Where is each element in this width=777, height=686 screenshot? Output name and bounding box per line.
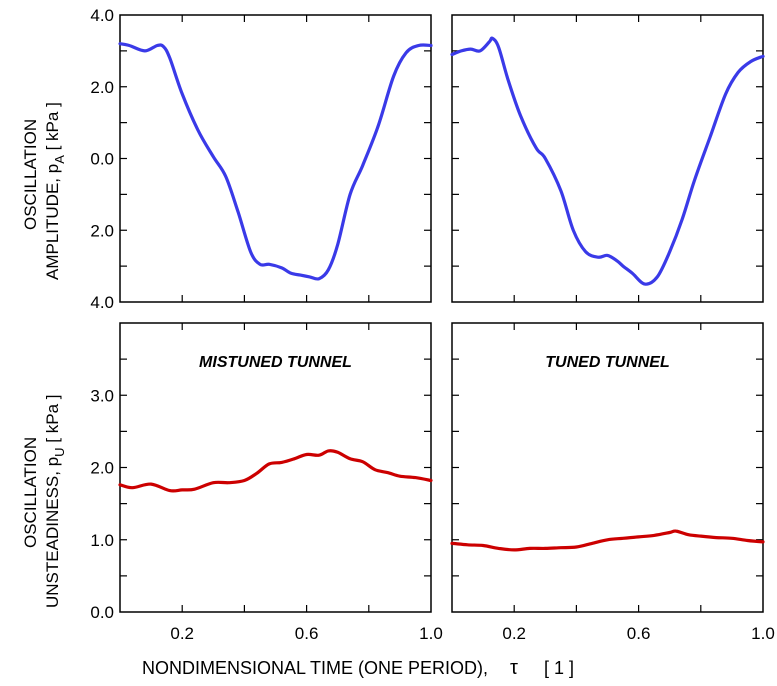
y-tick-label: 4.0 xyxy=(90,6,114,25)
y-tick-label: 2.0 xyxy=(90,78,114,97)
panel-bottom-left: 0.0 1.0 2.0 3.0 0.2 0.6 1.0 MISTUNED TUNNEL xyxy=(90,322,443,643)
x-tick-label: 0.2 xyxy=(502,624,526,643)
x-tick-label: 0.2 xyxy=(170,624,194,643)
panel-title: TUNED TUNNEL xyxy=(545,354,669,371)
y-tick-label: 2.0 xyxy=(90,459,114,478)
x-tick-label: 1.0 xyxy=(419,624,443,643)
series-line xyxy=(118,42,433,281)
y-tick-label: 0.0 xyxy=(90,603,114,622)
x-tick-label: 0.6 xyxy=(627,624,651,643)
series-line xyxy=(450,36,765,286)
y-tick-label: 3.0 xyxy=(90,386,114,405)
panel-title: MISTUNED TUNNEL xyxy=(199,354,352,371)
series-line xyxy=(450,529,765,552)
bottom-ylabel-line2: UNSTEADINESS, pU [ kPa ] xyxy=(43,395,67,608)
panel-bottom-right: 0.2 0.6 1.0 TUNED TUNNEL xyxy=(450,322,775,643)
y-tick-label: 1.0 xyxy=(90,531,114,550)
panel-top-right xyxy=(450,14,765,303)
plot-frame xyxy=(451,14,764,303)
bottom-ylabel-line1: OSCILLATION xyxy=(21,437,40,548)
y-tick-label: 4.0 xyxy=(90,293,114,312)
series-line xyxy=(118,449,433,493)
x-tick-label: 0.6 xyxy=(295,624,319,643)
y-tick-label: 2.0 xyxy=(90,221,114,240)
x-tick-label: 1.0 xyxy=(751,624,775,643)
x-axis-title: NONDIMENSIONAL TIME (ONE PERIOD), τ[ 1 ] xyxy=(142,657,574,679)
top-ylabel: OSCILLATION AMPLITUDE, pA [ kPa ] xyxy=(21,102,67,280)
bottom-ylabel: OSCILLATION UNSTEADINESS, pU [ kPa ] xyxy=(21,395,67,608)
y-tick-label: 0.0 xyxy=(90,150,114,169)
top-ylabel-line1: OSCILLATION xyxy=(21,119,40,230)
top-ylabel-line2: AMPLITUDE, pA [ kPa ] xyxy=(43,102,67,280)
plot-frame xyxy=(119,14,432,303)
panel-top-left: 4.0 2.0 0.0 2.0 4.0 xyxy=(90,6,433,312)
